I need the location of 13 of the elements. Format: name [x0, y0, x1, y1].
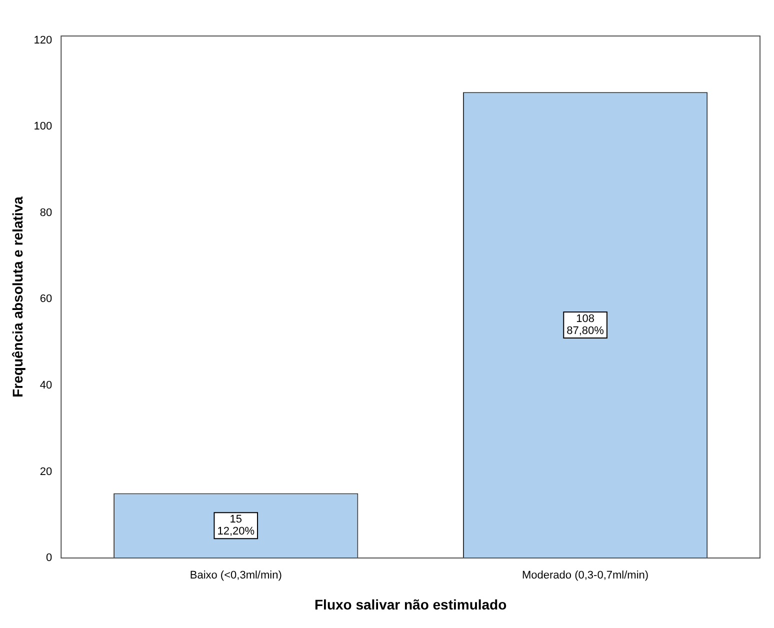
y-tick-label: 100 [34, 120, 52, 133]
x-tick-label: Moderado (0,3-0,7ml/min) [522, 570, 649, 582]
y-tick-label: 0 [46, 552, 52, 564]
data-label: 15 12,20% [217, 514, 255, 538]
y-tick-label: 20 [40, 466, 52, 478]
x-axis-title: Fluxo salivar não estimulado [314, 596, 507, 612]
y-tick-label: 60 [40, 293, 52, 306]
x-tick-label: Baixo (<0,3ml/min) [190, 570, 282, 582]
y-tick-label: 40 [40, 379, 52, 392]
data-label: 108 87,80% [566, 313, 604, 338]
y-tick-label: 120 [34, 34, 52, 46]
y-axis-title: Frequência absoluta e relativa [9, 196, 26, 398]
y-tick-label: 80 [40, 206, 52, 219]
